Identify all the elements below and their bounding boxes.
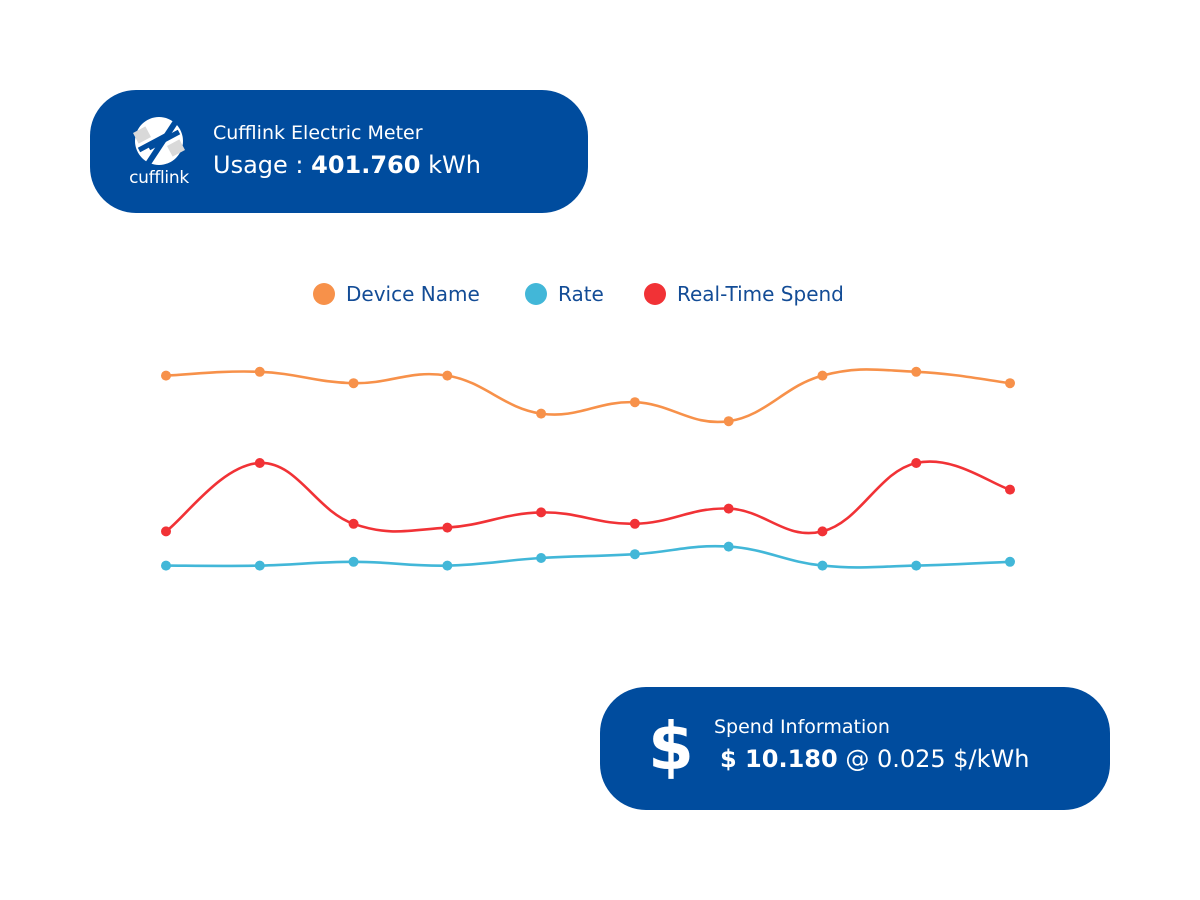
data-point-device-name-6[interactable] xyxy=(629,397,640,408)
legend-label-real-time-spend: Real-Time Spend xyxy=(677,282,844,306)
data-point-real-time-spend-7[interactable] xyxy=(723,503,734,514)
usage-label: Usage : xyxy=(213,151,304,179)
legend-label-rate: Rate xyxy=(558,282,604,306)
spend-rate: @ 0.025 $/kWh xyxy=(845,745,1030,773)
spend-card: $ Spend Information $ 10.180 @ 0.025 $/k… xyxy=(600,687,1110,810)
spend-value: $ 10.180 @ 0.025 $/kWh xyxy=(720,745,1029,773)
data-point-device-name-4[interactable] xyxy=(442,370,453,381)
data-point-rate-9[interactable] xyxy=(911,560,922,571)
data-point-real-time-spend-9[interactable] xyxy=(911,458,922,468)
data-point-device-name-1[interactable] xyxy=(161,370,171,381)
data-point-real-time-spend-1[interactable] xyxy=(161,526,171,537)
series-line-device-name xyxy=(165,368,1011,424)
data-point-rate-7[interactable] xyxy=(723,541,734,552)
legend-item-device-name[interactable]: Device Name xyxy=(313,280,480,308)
data-point-device-name-10[interactable] xyxy=(1005,378,1015,389)
chart-legend: Device Name Rate Real-Time Spend xyxy=(0,280,1200,308)
usage-value: 401.760 xyxy=(311,151,421,179)
data-point-device-name-9[interactable] xyxy=(911,366,922,377)
data-point-real-time-spend-6[interactable] xyxy=(629,518,640,529)
data-point-rate-8[interactable] xyxy=(817,560,828,571)
data-point-device-name-3[interactable] xyxy=(348,378,359,389)
cufflink-logo: cufflink xyxy=(116,114,202,194)
data-point-real-time-spend-10[interactable] xyxy=(1005,484,1015,495)
legend-dot-real-time-spend xyxy=(644,283,666,305)
usage-unit: kWh xyxy=(428,151,481,179)
data-point-real-time-spend-2[interactable] xyxy=(254,458,265,468)
series-line-real-time-spend xyxy=(165,460,1011,535)
legend-label-device-name: Device Name xyxy=(346,282,480,306)
series-line-rate xyxy=(165,544,1011,569)
spend-title: Spend Information xyxy=(714,716,890,738)
dollar-icon: $ xyxy=(648,708,694,785)
data-point-rate-6[interactable] xyxy=(629,549,640,560)
meter-card: cufflink Cufflink Electric Meter Usage :… xyxy=(90,90,588,213)
cufflink-logo-icon xyxy=(133,117,185,166)
data-point-rate-3[interactable] xyxy=(348,556,359,567)
data-point-real-time-spend-5[interactable] xyxy=(536,507,547,518)
legend-item-real-time-spend[interactable]: Real-Time Spend xyxy=(644,280,844,308)
meter-title: Cufflink Electric Meter xyxy=(213,122,423,144)
meter-usage: Usage : 401.760 kWh xyxy=(213,151,481,179)
data-point-device-name-2[interactable] xyxy=(254,366,265,377)
data-point-rate-5[interactable] xyxy=(536,553,547,563)
data-point-rate-1[interactable] xyxy=(161,560,171,571)
legend-dot-device-name xyxy=(313,283,335,305)
data-point-device-name-7[interactable] xyxy=(723,416,734,427)
data-point-real-time-spend-4[interactable] xyxy=(442,522,453,533)
data-point-real-time-spend-8[interactable] xyxy=(817,526,828,537)
data-point-real-time-spend-3[interactable] xyxy=(348,518,359,529)
data-point-rate-2[interactable] xyxy=(254,560,265,571)
data-point-device-name-8[interactable] xyxy=(817,370,828,381)
spend-amount: $ 10.180 xyxy=(720,745,838,773)
legend-item-rate[interactable]: Rate xyxy=(525,280,604,308)
data-point-rate-4[interactable] xyxy=(442,560,453,571)
logo-text: cufflink xyxy=(129,168,189,188)
data-point-rate-10[interactable] xyxy=(1005,556,1015,567)
data-point-device-name-5[interactable] xyxy=(536,408,547,419)
legend-dot-rate xyxy=(525,283,547,305)
